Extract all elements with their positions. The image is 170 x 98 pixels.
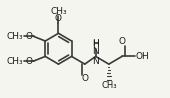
Text: O: O bbox=[81, 74, 88, 83]
Text: H: H bbox=[92, 40, 99, 49]
Text: CH₃: CH₃ bbox=[7, 57, 24, 66]
Text: H: H bbox=[92, 39, 99, 48]
Text: OH: OH bbox=[136, 52, 150, 61]
Text: O: O bbox=[118, 37, 125, 46]
Text: CH₃: CH₃ bbox=[101, 81, 117, 90]
Text: CH₃: CH₃ bbox=[50, 7, 67, 16]
Text: N: N bbox=[92, 57, 99, 66]
Text: N: N bbox=[92, 47, 99, 56]
Text: O: O bbox=[55, 14, 62, 23]
Text: O: O bbox=[26, 32, 33, 41]
Text: CH₃: CH₃ bbox=[7, 32, 24, 41]
Text: O: O bbox=[26, 57, 33, 66]
